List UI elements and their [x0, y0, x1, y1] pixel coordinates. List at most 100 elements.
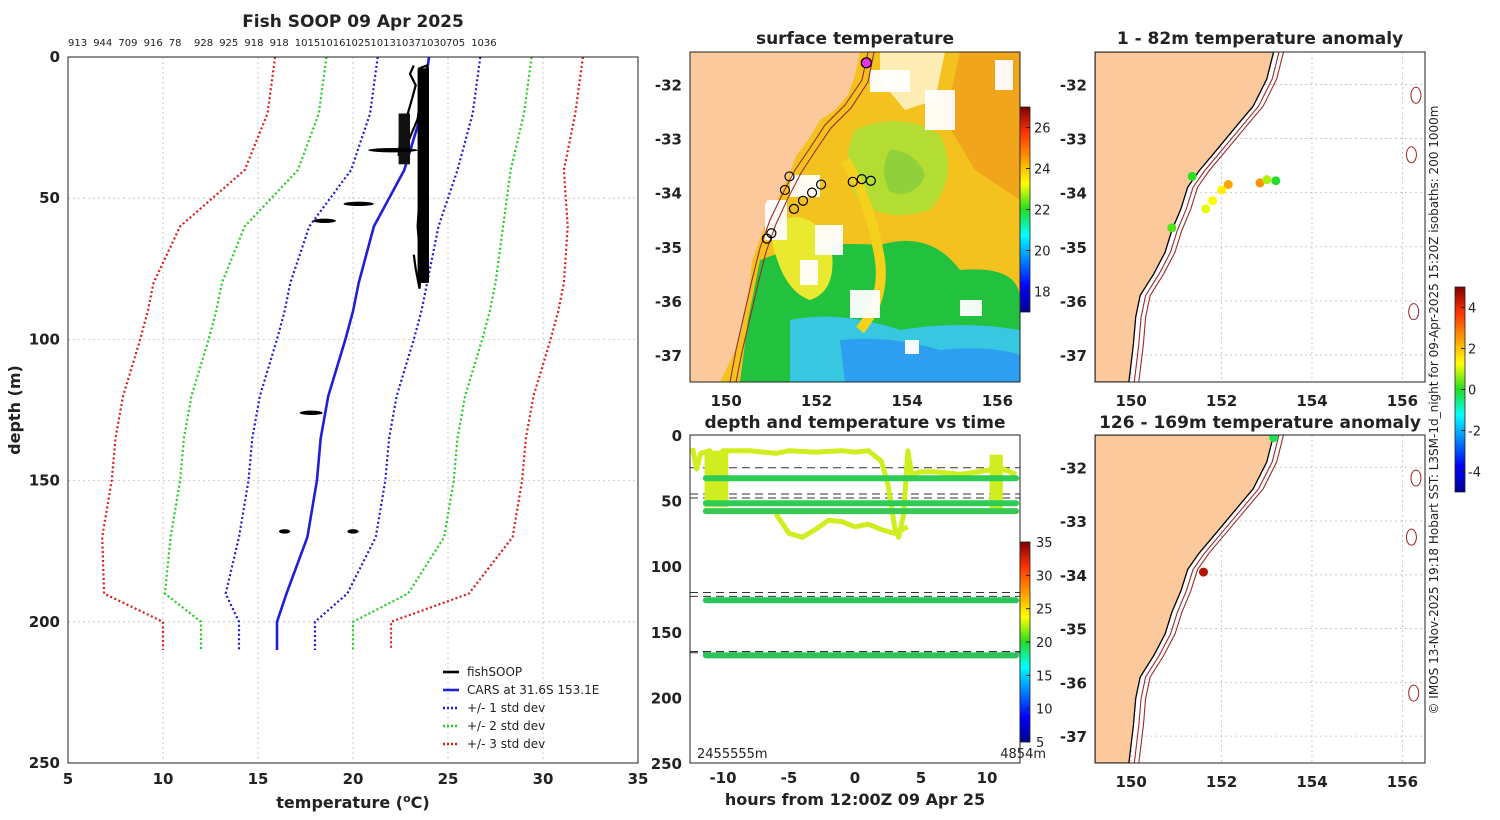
sst-cast-marker: [865, 175, 876, 186]
anom1-axes-box: [1094, 51, 1426, 383]
profile-legend: fishSOOP CARS at 31.6S 153.1E +/- 1 std de…: [443, 665, 599, 751]
sst-colorbar-label: 22: [1034, 204, 1051, 219]
sst-colorbar-label: 20: [1034, 245, 1051, 260]
imos-side-note: © IMOS 13-Nov-2025 19:18 Hobart SST: L3S…: [1427, 105, 1441, 714]
profile-top-number: 78: [169, 38, 182, 49]
sst-isobath-200: [729, 52, 869, 382]
depth-time-right-label: 4854m: [1000, 747, 1046, 762]
time-xtick-label: 5: [916, 769, 926, 787]
profile-top-number: 928: [194, 38, 213, 49]
sst-map-panel: surface temperature: [655, 29, 1051, 410]
map-ytick-label: -35: [1060, 621, 1087, 639]
anomaly-point: [1223, 180, 1233, 190]
profile-top-number: 925: [219, 38, 238, 49]
isobath-line: [1133, 52, 1280, 382]
profile-top-number: 1025: [345, 38, 370, 49]
map-ytick-label: -33: [655, 131, 682, 149]
anom1-ticks: 150 152 154 156 -32 -33 -34 -35 -36 -37: [1060, 76, 1418, 410]
sst-coast: [690, 52, 860, 382]
legend-label: +/- 1 std dev: [467, 701, 545, 715]
isobath-line: [1138, 435, 1285, 763]
std-dev-line: [389, 57, 584, 650]
profile-ytick-label: 250: [29, 754, 60, 772]
map-ytick-label: -33: [1060, 131, 1087, 149]
profile-top-number: 918: [244, 38, 263, 49]
map-xtick-label: 154: [1296, 773, 1327, 791]
anom2-title: 126 - 169m temperature anomaly: [1099, 413, 1421, 433]
map-xtick-label: 152: [1206, 392, 1237, 410]
time-xtick-label: -5: [781, 769, 798, 787]
legend-label: +/- 3 std dev: [467, 737, 545, 751]
anomaly-point: [1201, 204, 1211, 214]
shallow-track-line: [773, 512, 909, 540]
fishsoop-cast-block: [417, 68, 429, 283]
sst-cast-marker: [779, 184, 791, 196]
profile-top-number: 1013: [370, 38, 395, 49]
profile-ytick-label: 200: [29, 613, 60, 631]
sst-colorbar-label: 26: [1034, 122, 1051, 137]
map-ytick-label: -37: [655, 347, 682, 365]
map-ytick-label: -37: [1060, 347, 1087, 365]
sst-eddy-core: [884, 150, 925, 194]
depth-bands: [702, 475, 1020, 659]
shallow-track: [690, 447, 1017, 540]
anomaly-map-deep-panel: 126 - 169m temperature anomaly 150 152 154…: [1060, 413, 1426, 791]
legend-label: CARS at 31.6S 153.1E: [467, 683, 599, 697]
fishsoop-blob: [347, 529, 359, 534]
depth-time-xlabel: hours from 12:00Z 09 Apr 25: [725, 790, 985, 809]
profile-top-number: 944: [93, 38, 112, 49]
std-dev-line: [163, 57, 328, 650]
profile-ytick-label: 0: [50, 48, 60, 66]
fishsoop-blob: [343, 201, 374, 207]
map-ytick-label: -32: [1060, 76, 1087, 94]
map-ytick-label: -37: [1060, 728, 1087, 746]
sst-cast-marker: [784, 171, 795, 182]
sst-cast-marker: [815, 179, 827, 190]
time-ytick-label: 100: [651, 558, 682, 576]
sst-cloud-patches: [765, 60, 1013, 354]
time-colorbar-ticks: 35 30 25 20 15 10 5: [1026, 536, 1053, 751]
anomaly-point: [1167, 223, 1177, 233]
fishsoop-blob: [278, 529, 291, 534]
profile-top-number: 705: [446, 38, 465, 49]
time-colorbar-label: 10: [1036, 703, 1053, 718]
profile-xtick-label: 10: [153, 770, 174, 788]
seamount-isobath: [1408, 684, 1420, 702]
map-xtick-label: 150: [1116, 773, 1147, 791]
anom1-points: [1167, 171, 1281, 233]
sst-cast-marker: [788, 203, 800, 214]
time-ytick-label: 50: [661, 493, 682, 511]
profile-xtick-label: 30: [533, 770, 554, 788]
profile-title: Fish SOOP 09 Apr 2025: [242, 12, 464, 32]
seamount-isobath: [1405, 146, 1417, 164]
anomaly-point: [1255, 178, 1265, 188]
std-dev-line: [101, 57, 277, 650]
map-ytick-label: -33: [1060, 513, 1087, 531]
land-coast: [1095, 52, 1275, 382]
legend-label: fishSOOP: [467, 665, 522, 679]
shallow-track-fill: [989, 454, 1003, 514]
time-ytick-label: 200: [651, 689, 682, 707]
map-ytick-label: -35: [1060, 239, 1087, 257]
time-colorbar-label: 35: [1036, 536, 1053, 551]
depth-time-left-label: 2455555m: [697, 747, 768, 762]
sst-vessel-marker: [860, 57, 872, 69]
sst-colorbar-label: 18: [1034, 286, 1051, 301]
map-xtick-label: 156: [982, 392, 1013, 410]
profile-top-number: 916: [144, 38, 163, 49]
time-xtick-label: 10: [977, 769, 998, 787]
sst-cast-marker: [847, 176, 858, 187]
map-ytick-label: -34: [655, 185, 682, 203]
anomaly-colorbar-label: -2: [1468, 425, 1481, 440]
profile-xtick-label: 25: [438, 770, 459, 788]
map-xtick-label: 152: [801, 392, 832, 410]
anomaly-colorbar-label: 2: [1468, 343, 1476, 358]
depth-time-dashed-lines: [690, 467, 1020, 654]
seamount-isobath: [1405, 528, 1417, 546]
map-ytick-label: -34: [1060, 567, 1087, 585]
map-ytick-label: -35: [655, 239, 682, 257]
sst-cast-marker: [761, 233, 772, 244]
anom2-ticks: 150 152 154 156 -32 -33 -34 -35 -36 -37: [1060, 459, 1418, 791]
